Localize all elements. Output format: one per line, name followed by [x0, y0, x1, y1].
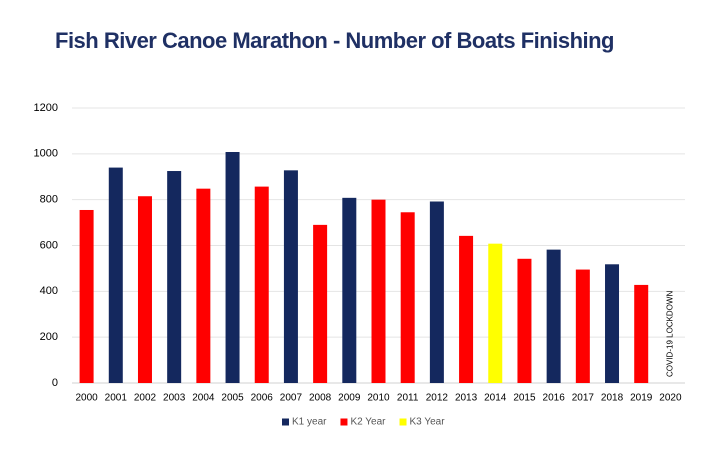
bar: [575, 269, 590, 383]
x-tick-label: 2017: [572, 393, 595, 404]
bar: [634, 284, 649, 383]
x-tick-label: 2011: [397, 393, 419, 404]
x-tick-label: 2002: [134, 393, 157, 404]
bar: [196, 188, 211, 383]
legend-swatch: [399, 418, 407, 426]
bar: [488, 243, 503, 383]
x-tick-label: 2013: [455, 393, 478, 404]
y-tick-label: 600: [40, 239, 58, 251]
x-tick-label: 2009: [338, 393, 361, 404]
x-tick-label: 2007: [280, 393, 303, 404]
y-tick-label: 1000: [34, 148, 58, 160]
bar: [254, 186, 269, 383]
bar: [79, 209, 94, 383]
x-tick-label: 2006: [251, 393, 274, 404]
bar: [400, 212, 415, 383]
bar: [517, 258, 532, 383]
legend-swatch: [282, 418, 289, 426]
bar: [546, 249, 561, 383]
x-tick-label: 2005: [221, 393, 244, 404]
legend-label: K3 Year: [410, 417, 446, 428]
bar: [605, 264, 620, 383]
x-tick-label: 2012: [426, 393, 449, 404]
y-tick-label: 200: [40, 331, 58, 343]
y-tick-label: 400: [40, 285, 58, 297]
x-tick-label: 2003: [163, 393, 186, 404]
legend-swatch: [340, 418, 348, 426]
x-tick-label: 2008: [309, 393, 332, 404]
bar: [342, 197, 357, 383]
x-tick-label: 2004: [192, 393, 215, 404]
x-tick-label: 2020: [659, 393, 682, 404]
bar: [225, 152, 240, 383]
x-tick-label: 2016: [543, 393, 566, 404]
bar: [167, 171, 182, 383]
bar: [283, 170, 298, 383]
x-tick-label: 2015: [513, 393, 536, 404]
legend-label: K2 Year: [350, 417, 386, 428]
bar: [108, 167, 123, 383]
legend-label: K1 year: [292, 417, 327, 428]
y-tick-label: 800: [40, 194, 58, 206]
x-tick-label: 2000: [75, 393, 98, 404]
bar: [137, 196, 152, 383]
chart-title: Fish River Canoe Marathon - Number of Bo…: [55, 28, 614, 53]
bar: [429, 201, 444, 383]
x-tick-label: 2019: [630, 393, 653, 404]
bar: [459, 235, 474, 383]
bar: [313, 224, 328, 383]
x-tick-label: 2001: [105, 393, 128, 404]
x-tick-label: 2014: [484, 393, 507, 404]
x-tick-label: 2018: [601, 393, 624, 404]
annotation: COVID-19 LOCKDOWN: [666, 291, 675, 377]
y-tick-label: 0: [52, 377, 58, 389]
bar: [371, 199, 386, 383]
x-tick-label: 2010: [367, 393, 390, 404]
y-tick-label: 1200: [34, 102, 58, 114]
